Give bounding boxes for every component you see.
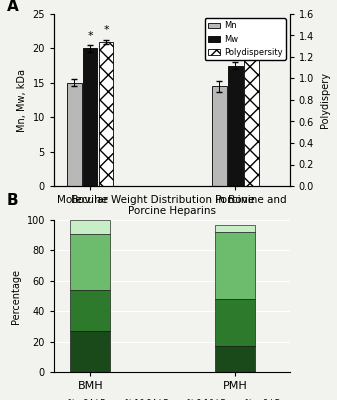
- Text: B: B: [7, 193, 18, 208]
- Bar: [70, 331, 110, 372]
- Y-axis label: Mn, Mw, kDa: Mn, Mw, kDa: [17, 68, 27, 132]
- Legend: % >24 kDa, % 16-24 kDa, % 8-16 kDa, % < 8 kDa: % >24 kDa, % 16-24 kDa, % 8-16 kDa, % < …: [55, 396, 289, 400]
- Bar: [244, 56, 258, 186]
- Bar: [215, 224, 255, 232]
- Bar: [67, 83, 82, 186]
- Text: A: A: [7, 0, 19, 14]
- Title: Molecular Weight Distribution in Bovine and
Porcine Heparins: Molecular Weight Distribution in Bovine …: [57, 195, 287, 216]
- Bar: [70, 290, 110, 331]
- Bar: [215, 346, 255, 372]
- Bar: [215, 232, 255, 299]
- Bar: [70, 220, 110, 234]
- Bar: [70, 234, 110, 290]
- Text: *: *: [87, 31, 93, 41]
- Bar: [215, 299, 255, 346]
- Bar: [83, 48, 97, 186]
- Bar: [99, 42, 114, 186]
- Text: *: *: [103, 26, 109, 36]
- Y-axis label: Polydispery: Polydispery: [320, 72, 330, 128]
- Bar: [228, 66, 243, 186]
- Legend: Mn, Mw, Polydispersity: Mn, Mw, Polydispersity: [205, 18, 286, 60]
- Y-axis label: Percentage: Percentage: [11, 268, 21, 324]
- Bar: [212, 86, 227, 186]
